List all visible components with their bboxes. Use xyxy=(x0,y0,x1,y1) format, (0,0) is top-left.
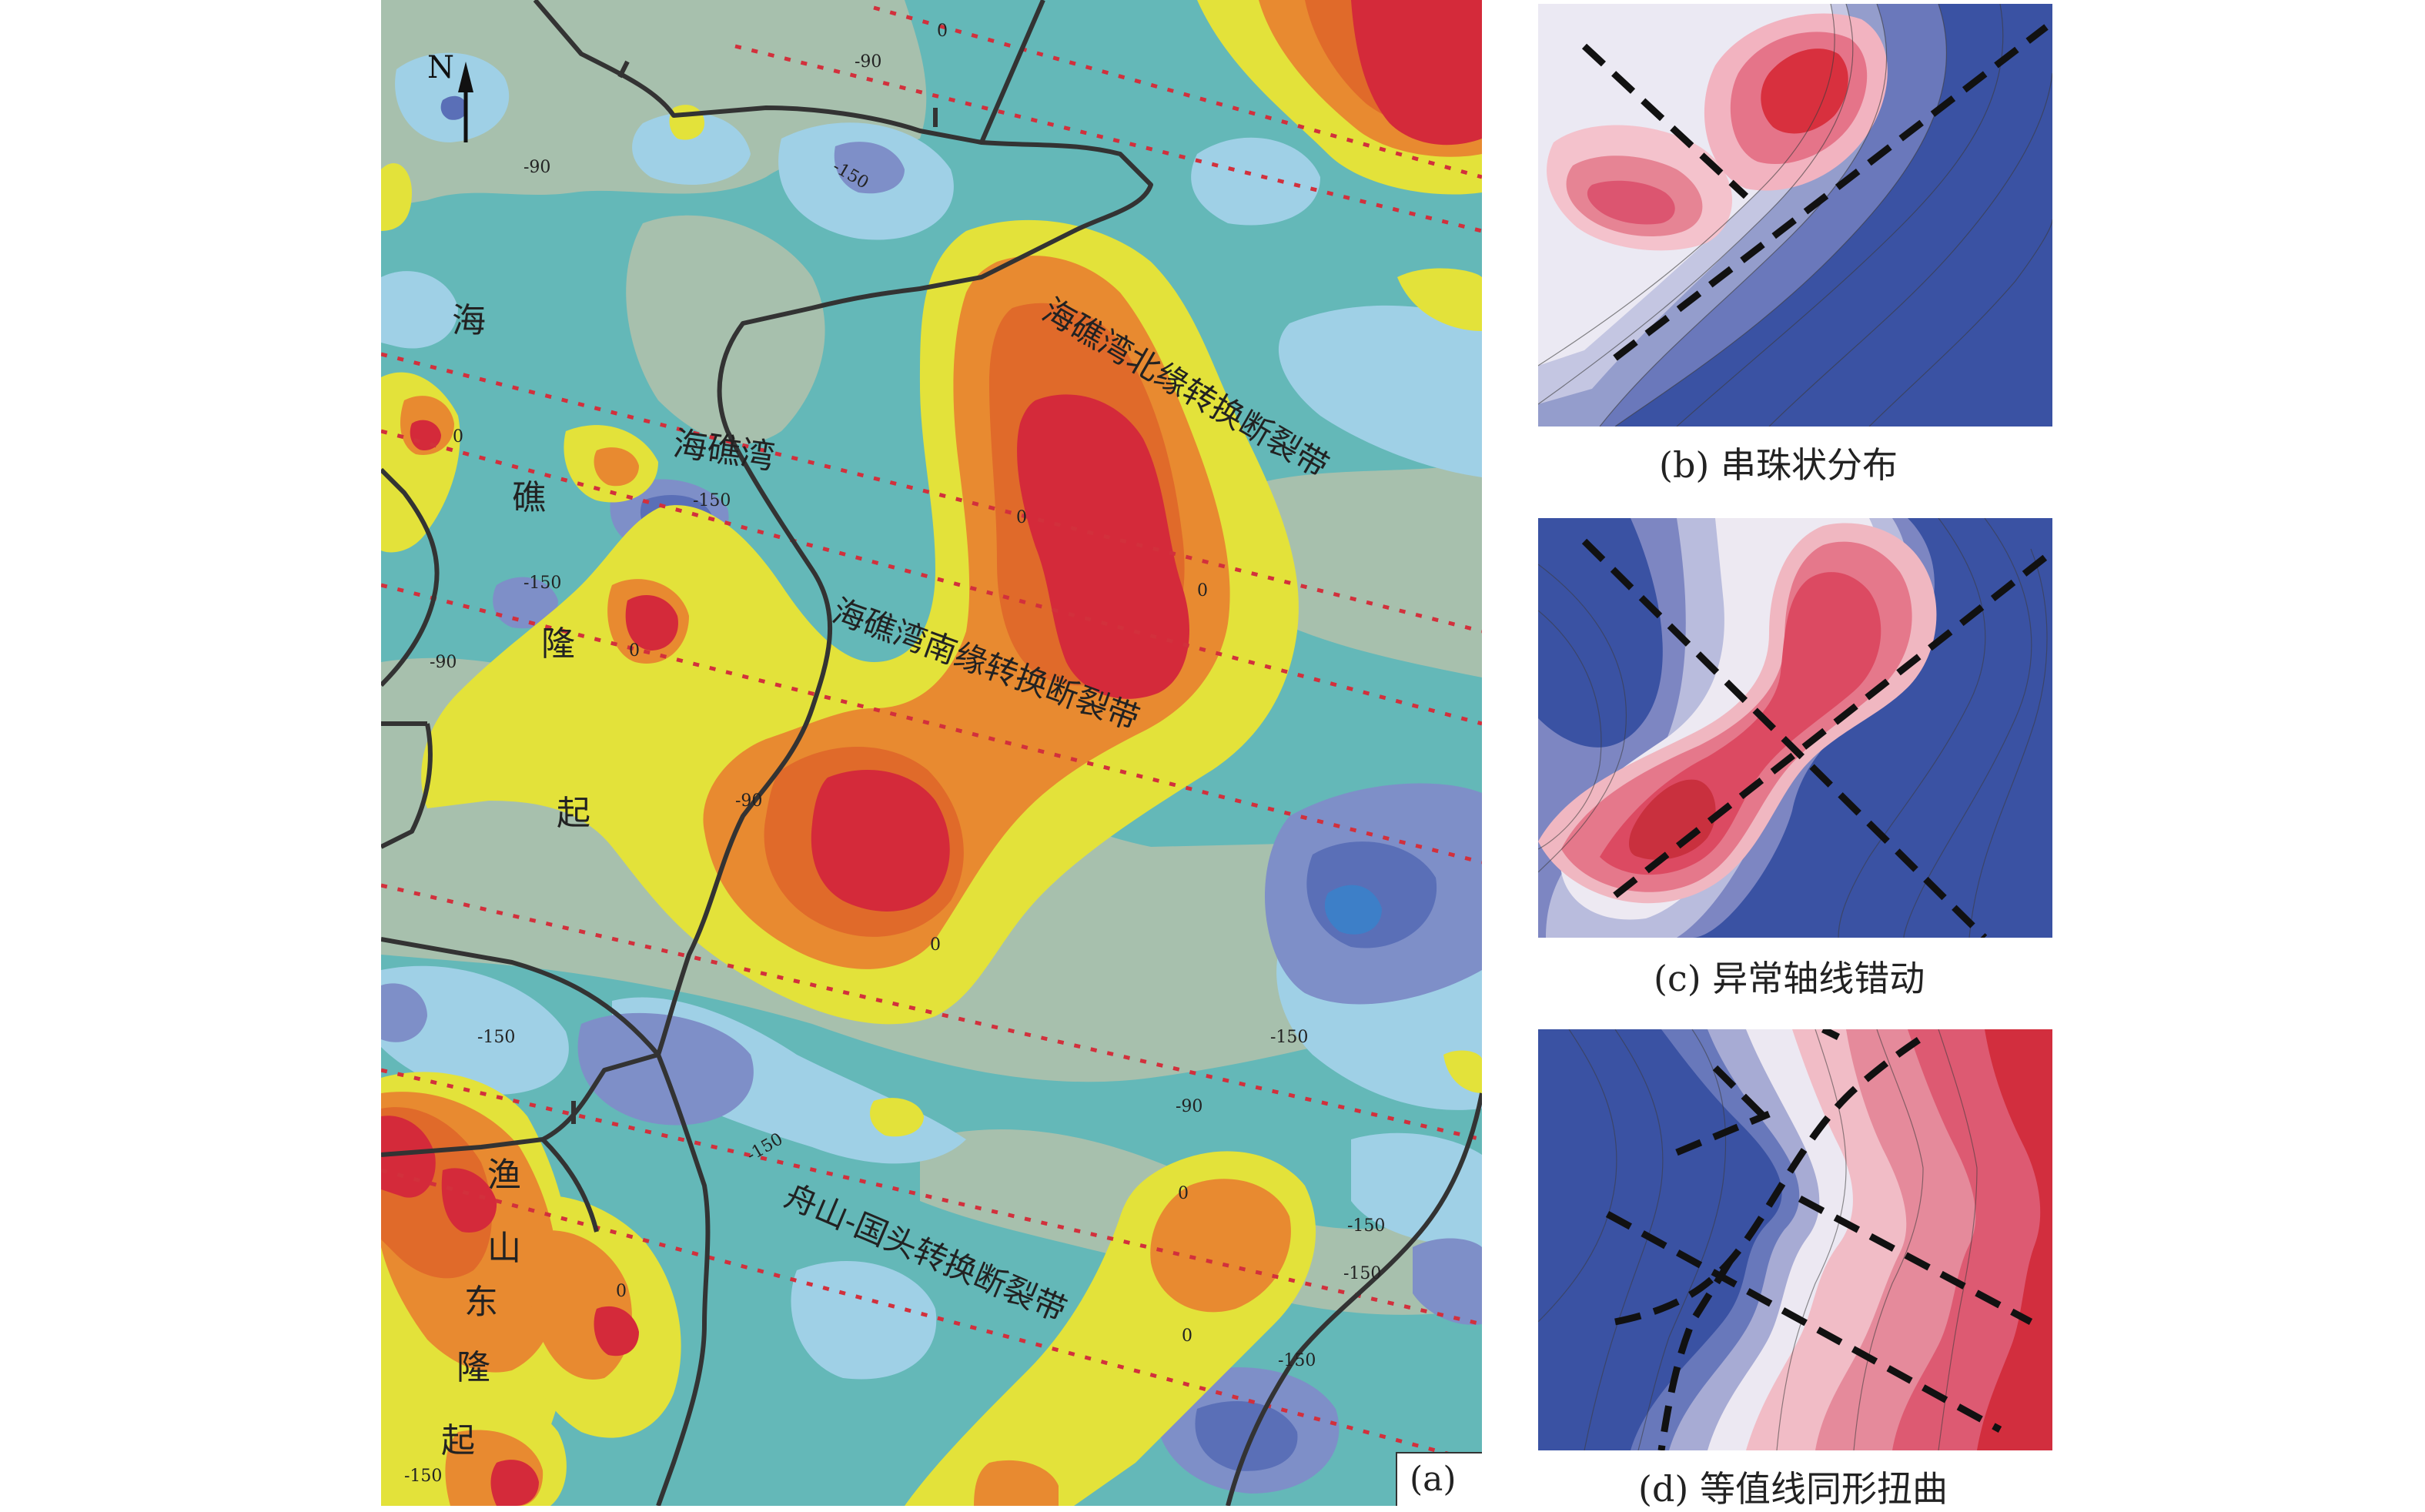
region-label-yushan-5: 起 xyxy=(441,1421,475,1460)
map-panel-a: N 海 礁 隆 起 海礁湾 渔 山 东 隆 起 海礁湾北缘转换断裂带 海礁湾南缘… xyxy=(381,0,1482,1506)
contour-label: 0 xyxy=(1016,508,1027,527)
contour-label: -90 xyxy=(1176,1097,1203,1116)
red-highs xyxy=(381,0,1482,1506)
region-label-haijiao-3: 隆 xyxy=(541,624,575,664)
region-label-yushan-3: 东 xyxy=(464,1283,498,1322)
panel-c-contours xyxy=(1538,518,2052,938)
contour-label: -90 xyxy=(855,52,882,72)
contour-label: 0 xyxy=(616,1282,627,1301)
contour-label: -150 xyxy=(404,1467,443,1486)
panel-c-image xyxy=(1538,518,2052,938)
panel-d-image xyxy=(1538,1029,2052,1450)
panel-a-tag-text: (a) xyxy=(1410,1460,1457,1499)
contour-label: -150 xyxy=(1347,1216,1386,1236)
north-arrow xyxy=(458,62,473,142)
contour-label: 0 xyxy=(1197,581,1208,600)
panel-a-tag: (a) xyxy=(1396,1452,1482,1506)
fault-belt-lines xyxy=(381,5,1482,1465)
contour-label: -150 xyxy=(693,491,731,510)
north-label: N xyxy=(427,50,454,85)
panel-b-contours xyxy=(1538,4,2052,427)
contour-label: -150 xyxy=(477,1028,516,1047)
panel-b-image xyxy=(1538,4,2052,427)
contour-label: -150 xyxy=(1343,1264,1382,1283)
region-label-yushan-1: 渔 xyxy=(487,1156,521,1195)
anomaly-map xyxy=(381,0,1482,1506)
panel-d-caption: (d) 等值线同形扭曲 xyxy=(1638,1468,1948,1510)
contour-label: 0 xyxy=(1178,1184,1189,1203)
region-label-haijiao-4: 起 xyxy=(557,794,590,833)
contour-label: -150 xyxy=(523,574,562,593)
panel-c-caption: (c) 异常轴线错动 xyxy=(1654,958,1925,999)
blue-lows xyxy=(381,95,1482,1494)
structural-boundaries xyxy=(381,0,1482,1506)
region-label-haijiao-2: 礁 xyxy=(512,478,546,517)
contour-label: 0 xyxy=(1182,1326,1192,1346)
contour-label: -90 xyxy=(430,653,457,672)
panel-b-caption: (b) 串珠状分布 xyxy=(1659,444,1898,486)
contour-label: 0 xyxy=(629,641,640,661)
contour-label: -150 xyxy=(1278,1351,1316,1370)
region-label-haijiao-1: 海 xyxy=(452,301,486,340)
contour-label: -90 xyxy=(735,791,763,811)
contour-label: 0 xyxy=(930,935,941,955)
contour-label: -150 xyxy=(1270,1028,1309,1047)
panel-d-contours xyxy=(1538,1029,2052,1450)
contour-label: 0 xyxy=(453,427,463,447)
region-label-yushan-4: 隆 xyxy=(457,1348,490,1387)
contour-label: -90 xyxy=(523,158,551,177)
region-label-yushan-2: 山 xyxy=(487,1229,521,1268)
contour-label: 0 xyxy=(937,22,948,41)
